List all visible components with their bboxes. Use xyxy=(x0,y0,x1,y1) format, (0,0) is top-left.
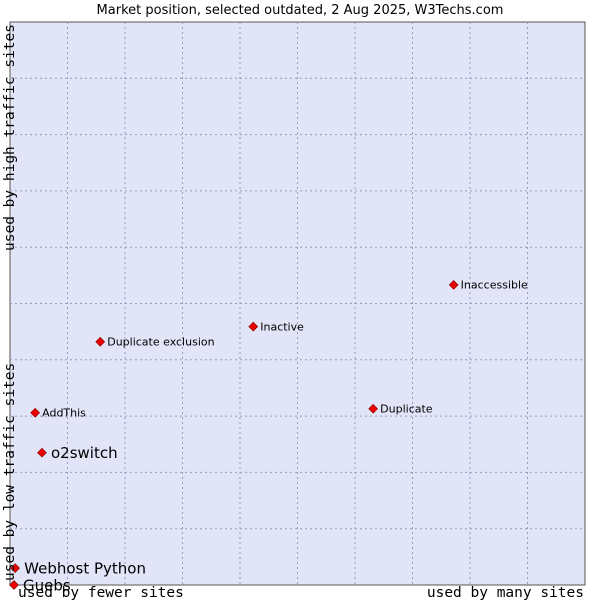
point-label-duplicate: Duplicate xyxy=(380,403,433,416)
point-inactive: Inactive xyxy=(248,320,304,333)
point-marker-webhost-python xyxy=(10,563,21,573)
point-marker-inaccessible xyxy=(448,280,459,290)
y-axis-label-high: used by high traffic sites xyxy=(2,24,18,251)
point-marker-duplicate-exclusion xyxy=(95,336,106,347)
point-marker-o2switch xyxy=(37,447,47,458)
point-label-guebs: Guebs xyxy=(23,577,71,595)
y-axis-label-low: used by low traffic sites xyxy=(2,363,18,581)
point-addthis: AddThis xyxy=(30,407,86,420)
point-marker-inactive xyxy=(248,321,259,332)
point-label-duplicate-exclusion: Duplicate exclusion xyxy=(107,336,214,349)
data-points: Inaccessible Inactive Duplicate exclusion D… xyxy=(9,279,528,595)
point-label-addthis: AddThis xyxy=(42,407,86,420)
point-guebs: Guebs xyxy=(9,577,71,595)
chart-title: Market position, selected outdated, 2 Au… xyxy=(97,3,504,18)
point-label-webhost-python: Webhost Python xyxy=(24,560,146,578)
x-axis-label-low: used by fewer sites xyxy=(18,585,184,600)
point-duplicate: Duplicate xyxy=(368,403,433,416)
point-webhost-python: Webhost Python xyxy=(10,560,146,578)
x-axis-label-high: used by many sites xyxy=(427,585,584,600)
point-inaccessible: Inaccessible xyxy=(448,279,528,292)
point-marker-addthis xyxy=(30,407,40,418)
point-duplicate-exclusion: Duplicate exclusion xyxy=(95,336,215,349)
point-label-inactive: Inactive xyxy=(260,320,304,333)
point-o2switch: o2switch xyxy=(37,444,118,462)
point-marker-duplicate xyxy=(368,403,379,414)
point-label-inaccessible: Inaccessible xyxy=(461,279,528,292)
grid-lines xyxy=(10,22,585,585)
point-label-o2switch: o2switch xyxy=(51,444,118,462)
point-marker-guebs xyxy=(9,580,19,590)
